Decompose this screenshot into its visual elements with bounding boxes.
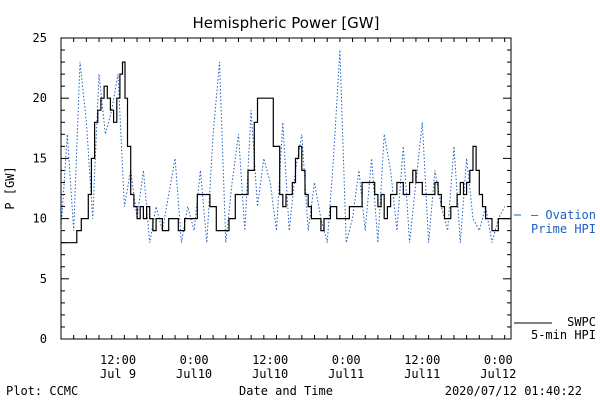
x-tick-time-label: 0:00	[180, 353, 209, 367]
legend-swpc: SWPC 5-min HPI	[514, 315, 596, 342]
series-ovation-prime-hpi-line	[60, 49, 506, 243]
legend-ovation-line2: Prime HPI	[531, 222, 596, 236]
y-axis: 0 5 10 15 20 25	[33, 31, 511, 346]
x-tick-date-label: Jul11	[328, 367, 364, 381]
y-tick-label: 20	[33, 91, 47, 105]
y-tick-label: 5	[40, 272, 47, 286]
footer-timestamp: 2020/07/12 01:40:22	[445, 384, 582, 398]
footer-credit: Plot: CCMC	[6, 384, 78, 398]
y-tick-label: 0	[40, 332, 47, 346]
x-tick-date-label: Jul12	[480, 367, 516, 381]
x-tick-time-label: 0:00	[484, 353, 513, 367]
y-axis-label: P [GW]	[3, 166, 17, 209]
legend-swpc-line2: 5-min HPI	[531, 328, 596, 342]
x-tick-time-label: 12:00	[100, 353, 136, 367]
x-tick-time-label: 0:00	[332, 353, 361, 367]
x-axis-label: Date and Time	[239, 384, 333, 398]
chart-title: Hemispheric Power [GW]	[193, 14, 380, 32]
y-tick-label: 25	[33, 31, 47, 45]
x-tick-date-label: Jul11	[404, 367, 440, 381]
plot-frame	[60, 37, 512, 340]
series-layer	[60, 49, 510, 244]
legend-swpc-line1: SWPC	[567, 315, 596, 329]
x-tick-time-label: 12:00	[404, 353, 440, 367]
x-tick-date-label: Jul10	[176, 367, 212, 381]
y-tick-label: 10	[33, 212, 47, 226]
legend-ovation: – Ovation Prime HPI	[514, 208, 596, 236]
series-swpc-hpi-line	[61, 61, 510, 244]
x-tick-date-label: Jul10	[252, 367, 288, 381]
y-tick-label: 15	[33, 151, 47, 165]
x-tick-date-label: Jul 9	[100, 367, 136, 381]
legend-ovation-line1: – Ovation	[531, 208, 596, 222]
x-tick-time-label: 12:00	[252, 353, 288, 367]
